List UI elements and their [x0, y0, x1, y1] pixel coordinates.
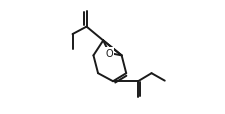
- Text: O: O: [105, 49, 113, 58]
